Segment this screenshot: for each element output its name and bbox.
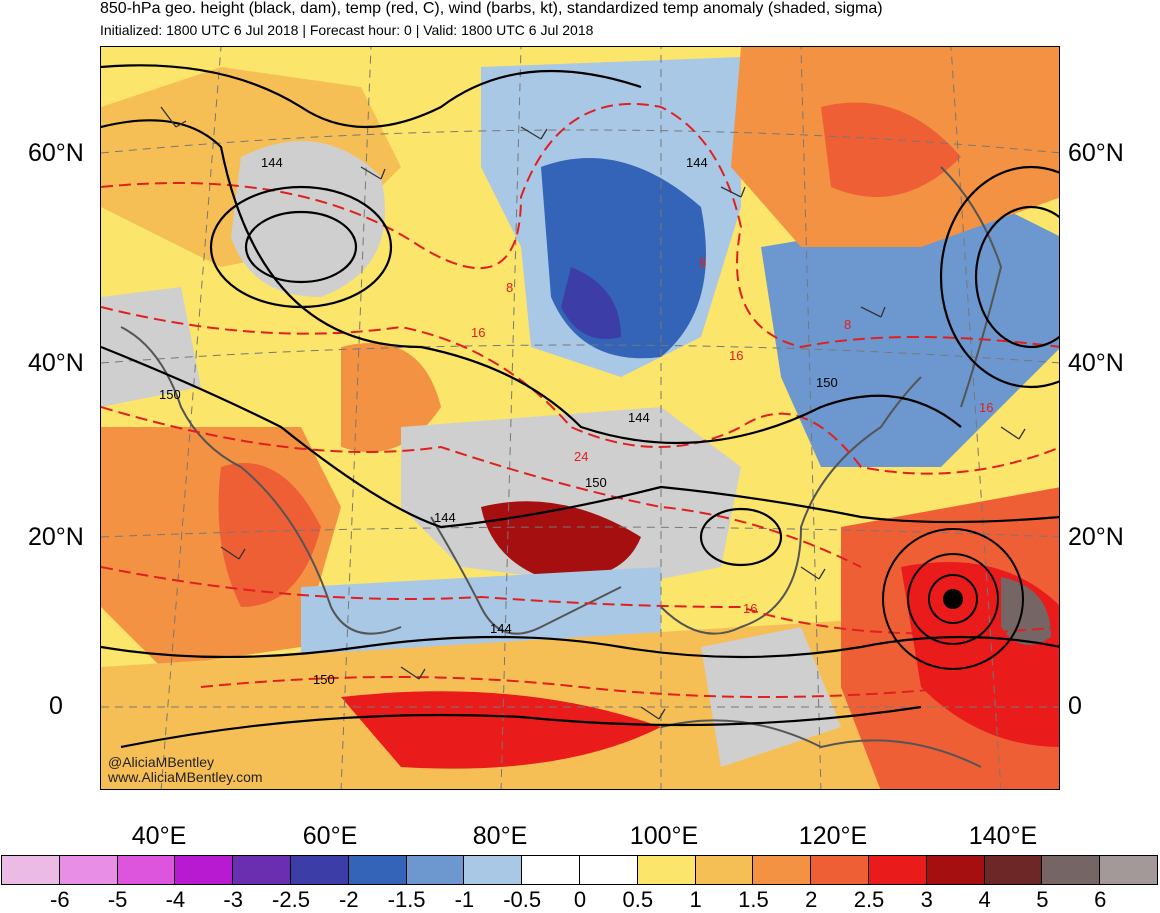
lat-label-40n-right: 40°N xyxy=(1068,349,1124,377)
lat-label-0-left: 0 xyxy=(49,692,63,720)
colorbar-swatch xyxy=(232,855,291,885)
colorbar-swatch xyxy=(1,855,60,885)
colorbar-label: 0.5 xyxy=(622,887,654,912)
colorbar-swatch xyxy=(925,855,985,885)
colorbar-swatch xyxy=(174,855,234,885)
temp-label: 16 xyxy=(979,400,993,415)
colorbar-label: -2.5 xyxy=(272,887,310,912)
anomaly-neutral-low xyxy=(231,141,385,297)
lon-label-60e: 60°E xyxy=(302,822,358,850)
temp-label: 8 xyxy=(699,255,706,270)
lat-label-0-right: 0 xyxy=(1068,692,1082,720)
colorbar-swatch xyxy=(289,855,349,885)
colorbar-label: 4 xyxy=(978,887,991,912)
colorbar-label: -5 xyxy=(107,887,128,912)
temperature-contours xyxy=(101,102,1059,698)
height-label: 150 xyxy=(313,672,335,687)
anomaly-neutral-europe xyxy=(101,287,201,407)
colorbar-swatch xyxy=(752,855,812,885)
coastlines xyxy=(120,166,1003,768)
colorbar-swatch xyxy=(636,855,696,885)
height-label: 144 xyxy=(434,510,456,525)
map-title: 850-hPa geo. height (black, dam), temp (… xyxy=(100,0,883,17)
colorbar-label: -1.5 xyxy=(387,887,426,912)
lon-label-80e: 80°E xyxy=(472,822,528,850)
temp-label: 16 xyxy=(743,601,757,616)
colorbar-swatch xyxy=(347,855,407,885)
colorbar-label: 1.5 xyxy=(738,887,769,912)
colorbar-swatch xyxy=(58,855,118,885)
height-label: 150 xyxy=(816,375,838,390)
colorbar-swatch xyxy=(867,855,927,885)
height-label: 144 xyxy=(628,410,650,425)
height-label: 144 xyxy=(490,621,512,636)
anomaly-neutral-seasia xyxy=(701,627,841,767)
colorbar-swatch xyxy=(405,855,465,885)
colorbar-label: 2 xyxy=(805,887,818,912)
lat-label-40n-left: 40°N xyxy=(28,349,84,377)
lat-label-20n-left: 20°N xyxy=(28,523,84,551)
colorbar-label: -3 xyxy=(223,887,243,912)
anomaly-warm-caspian xyxy=(341,343,441,452)
colorbar xyxy=(1,855,1158,885)
colorbar-swatch xyxy=(521,855,580,885)
weather-map: 144 144 150 144 144 150 144 150 150 8 8 … xyxy=(100,46,1060,790)
tropical-cyclone xyxy=(882,528,1024,670)
colorbar-label: 5 xyxy=(1036,887,1049,912)
anomaly-typhoon-core xyxy=(1001,577,1051,645)
height-label: 144 xyxy=(261,155,283,170)
colorbar-label: 6 xyxy=(1094,887,1107,912)
credit-website: www.AliciaMBentley.com xyxy=(108,769,263,785)
colorbar-swatch xyxy=(1041,855,1101,885)
credit-handle: @AliciaMBentley xyxy=(108,754,215,770)
height-label: 144 xyxy=(686,155,708,170)
graticule xyxy=(101,47,1059,789)
anomaly-hot-arabia xyxy=(218,463,321,607)
wind-barbs xyxy=(160,106,1026,720)
colorbar-label: -2 xyxy=(339,887,359,912)
colorbar-swatch xyxy=(983,855,1043,885)
map-subtitle: Initialized: 1800 UTC 6 Jul 2018 | Forec… xyxy=(100,22,594,38)
temp-label: 16 xyxy=(729,348,743,363)
lon-label-100e: 100°E xyxy=(629,822,699,850)
colorbar-swatch xyxy=(810,855,869,885)
colorbar-swatch xyxy=(116,855,176,885)
height-contours xyxy=(101,64,1059,749)
lat-label-20n-right: 20°N xyxy=(1068,523,1124,551)
colorbar-label: -4 xyxy=(165,887,186,912)
colorbar-swatch xyxy=(694,855,754,885)
lon-label-140e: 140°E xyxy=(968,822,1038,850)
temp-label: 24 xyxy=(574,449,588,464)
temp-label: 8 xyxy=(506,280,513,295)
anomaly-extreme-tibet xyxy=(481,501,641,579)
anomaly-cold-center xyxy=(561,267,621,339)
anomaly-neutral-tibet xyxy=(401,407,741,587)
map-svg: 144 144 150 144 144 150 144 150 150 8 8 … xyxy=(101,47,1059,789)
temp-label: 8 xyxy=(844,317,851,332)
lat-label-60n-right: 60°N xyxy=(1068,139,1124,167)
height-label: 150 xyxy=(159,387,181,402)
height-label: 150 xyxy=(585,475,607,490)
lon-label-120e: 120°E xyxy=(798,822,868,850)
colorbar-swatch xyxy=(463,855,523,885)
temp-label: 16 xyxy=(471,325,485,340)
colorbar-label: 1 xyxy=(689,887,702,912)
colorbar-label: -6 xyxy=(50,887,70,912)
colorbar-label: 0 xyxy=(573,887,587,912)
anomaly-hot-northeast xyxy=(821,102,961,197)
colorbar-swatch xyxy=(578,855,638,885)
anomaly-hot-equator xyxy=(341,691,661,769)
colorbar-label: 2.5 xyxy=(853,887,885,912)
colorbar-label: -0.5 xyxy=(503,887,542,912)
lat-label-60n-left: 60°N xyxy=(28,139,84,167)
colorbar-label: -1 xyxy=(454,887,475,912)
colorbar-label: 3 xyxy=(920,887,933,912)
colorbar-swatch xyxy=(1099,855,1158,885)
lon-label-40e: 40°E xyxy=(131,822,187,850)
